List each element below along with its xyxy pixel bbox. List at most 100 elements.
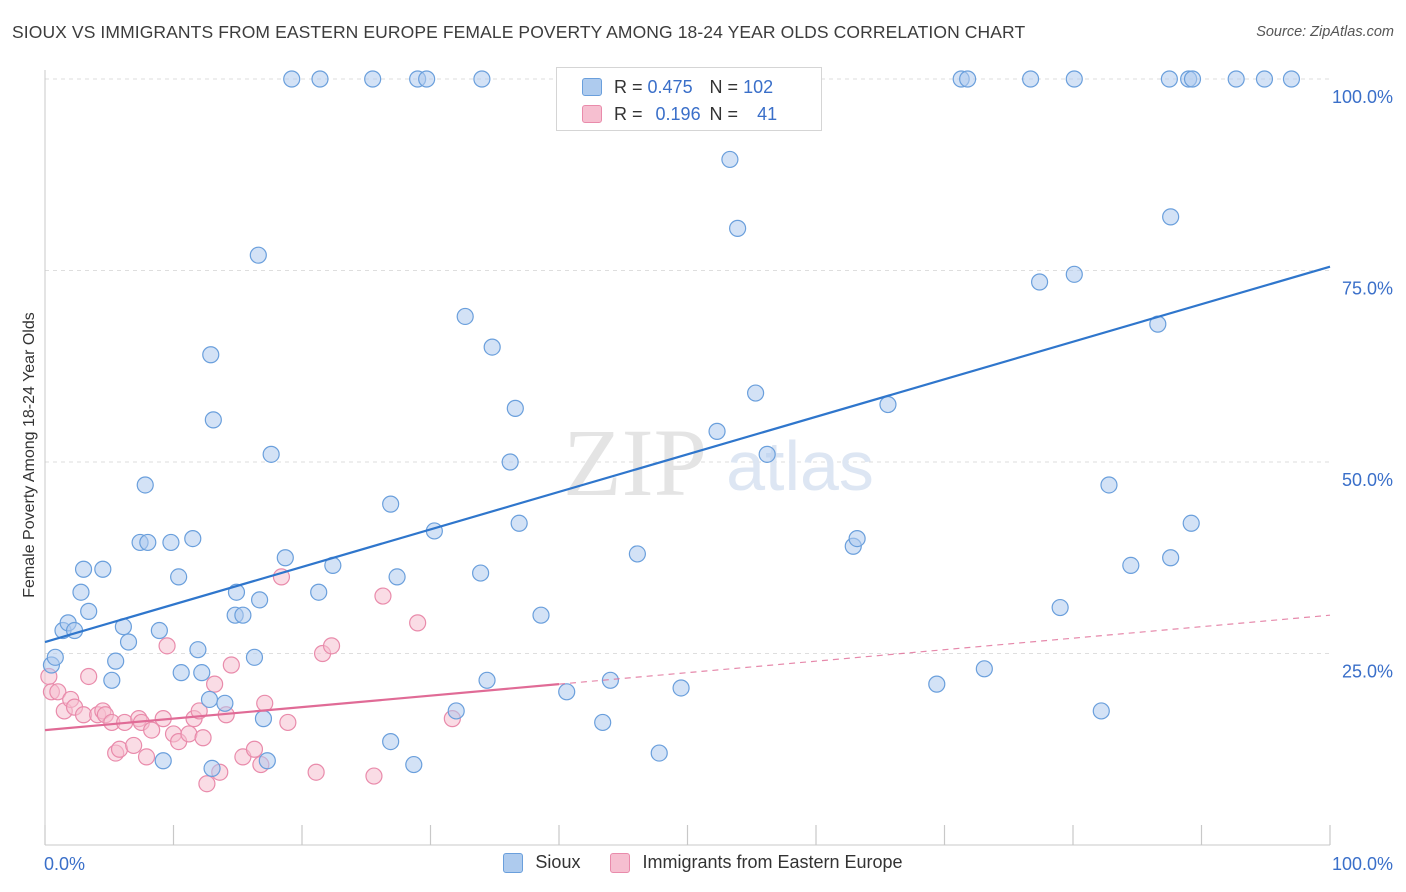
sioux-point bbox=[254, 710, 273, 728]
sioux-point bbox=[1162, 208, 1180, 226]
immigrants-point bbox=[374, 587, 392, 605]
y-tick-labels: 25.0% 50.0% 75.0% 100.0% bbox=[1332, 87, 1393, 682]
sioux-point bbox=[189, 641, 207, 659]
sioux-point bbox=[310, 583, 328, 601]
sioux-point bbox=[162, 533, 180, 552]
sioux-point bbox=[473, 70, 491, 88]
sioux-point bbox=[1122, 556, 1140, 575]
x-tick-labels: 0.0% 100.0% bbox=[44, 854, 1393, 874]
source-label: Source: ZipAtlas.com bbox=[1256, 24, 1394, 40]
sioux-point bbox=[747, 384, 765, 402]
sioux-point bbox=[262, 445, 280, 463]
sioux-point bbox=[1227, 70, 1245, 88]
sioux-point bbox=[103, 671, 121, 689]
immigrants-point bbox=[279, 713, 297, 732]
sioux-point bbox=[170, 568, 188, 586]
sioux-point bbox=[1065, 70, 1083, 88]
sioux-point bbox=[405, 755, 423, 774]
sioux-point bbox=[1092, 702, 1110, 720]
sioux-point bbox=[975, 660, 993, 678]
sioux-point bbox=[601, 671, 620, 689]
sioux-point bbox=[959, 70, 977, 88]
sioux-point bbox=[154, 752, 172, 770]
y-tick-label-75: 75.0% bbox=[1342, 279, 1393, 299]
sioux-point bbox=[250, 591, 269, 609]
sioux-point bbox=[311, 70, 329, 88]
legend-row-sioux: R = 0.475 N = 102 bbox=[582, 75, 773, 99]
sioux-point bbox=[758, 445, 776, 463]
sioux-point bbox=[74, 560, 93, 578]
sioux-point bbox=[80, 602, 98, 620]
sioux-point bbox=[46, 648, 64, 666]
sioux-point bbox=[1030, 273, 1049, 291]
y-tick-label-100: 100.0% bbox=[1332, 87, 1393, 107]
immigrants-point bbox=[198, 775, 216, 793]
sioux-point bbox=[1182, 514, 1200, 532]
sioux-point bbox=[139, 533, 157, 552]
sioux-point bbox=[628, 545, 646, 563]
legend-n-value-sioux: 102 bbox=[743, 76, 774, 97]
y-tick-label-25: 25.0% bbox=[1342, 662, 1393, 682]
sioux-point bbox=[249, 246, 267, 264]
sioux-point bbox=[650, 744, 668, 762]
x-tick-label-left: 0.0% bbox=[44, 854, 85, 874]
immigrants-point bbox=[206, 675, 224, 693]
sioux-point bbox=[203, 759, 221, 778]
immigrants-trend-extension bbox=[558, 614, 1331, 685]
sioux-point bbox=[119, 633, 138, 651]
sioux-point bbox=[107, 652, 125, 670]
sioux-point bbox=[258, 752, 276, 770]
immigrants-point bbox=[80, 667, 98, 686]
sioux-point bbox=[928, 675, 946, 693]
legend-swatch-sioux bbox=[582, 78, 602, 96]
sioux-point bbox=[245, 648, 264, 666]
sioux-point bbox=[456, 307, 474, 326]
sioux-point bbox=[216, 694, 234, 712]
immigrants-point bbox=[322, 637, 341, 655]
trend-lines bbox=[44, 265, 1331, 732]
legend-swatch-immigrants bbox=[610, 852, 631, 873]
sioux-point bbox=[510, 514, 528, 532]
sioux-point bbox=[672, 679, 690, 697]
sioux-point bbox=[1183, 70, 1202, 88]
immigrants-point bbox=[49, 683, 67, 701]
immigrants-point bbox=[137, 748, 156, 766]
sioux-point bbox=[418, 70, 436, 88]
legend-n-label: N = bbox=[709, 103, 739, 124]
sioux-point bbox=[848, 529, 866, 548]
watermark-zip: ZIP bbox=[563, 409, 707, 516]
sioux-point bbox=[1160, 70, 1178, 88]
sioux-trend-line bbox=[44, 265, 1331, 644]
sioux-point bbox=[172, 664, 190, 682]
sioux-point bbox=[501, 453, 519, 471]
immigrants-point bbox=[365, 767, 383, 785]
immigrants-point bbox=[125, 736, 143, 755]
legend-item-immigrants[interactable]: Immigrants from Eastern Europe bbox=[610, 852, 903, 873]
sioux-point bbox=[483, 338, 501, 356]
legend-r-value-immigrants: 0.196 bbox=[655, 103, 701, 124]
immigrants-point bbox=[180, 725, 198, 743]
sioux-point bbox=[364, 70, 382, 88]
sioux-point bbox=[558, 683, 576, 701]
immigrants-point bbox=[158, 637, 176, 655]
immigrants-point bbox=[143, 721, 161, 739]
sioux-point bbox=[506, 399, 524, 417]
sioux-point bbox=[532, 606, 550, 624]
sioux-point bbox=[1162, 549, 1180, 567]
axes bbox=[44, 70, 1331, 846]
x-tick-label-right: 100.0% bbox=[1332, 854, 1393, 874]
sioux-point bbox=[136, 476, 154, 494]
sioux-point bbox=[193, 664, 211, 682]
legend-r-label: R = bbox=[614, 103, 643, 124]
legend-item-sioux[interactable]: Sioux bbox=[503, 852, 580, 873]
immigrants-point bbox=[245, 740, 264, 758]
sioux-point bbox=[721, 150, 739, 169]
sioux-point bbox=[94, 560, 112, 578]
sioux-point bbox=[879, 395, 897, 414]
legend-row-immigrants: R = 0.196 N = 41 bbox=[582, 102, 777, 126]
sioux-point bbox=[594, 713, 612, 732]
legend-r-label: R = bbox=[614, 76, 643, 97]
legend-swatch-sioux bbox=[503, 852, 524, 873]
immigrants-point bbox=[307, 763, 325, 781]
sioux-point bbox=[729, 219, 747, 237]
